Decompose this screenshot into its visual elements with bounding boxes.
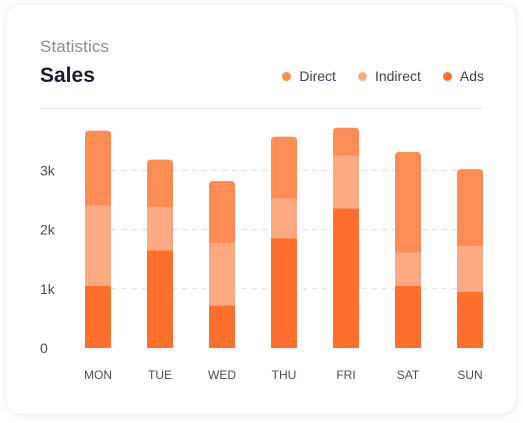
bar-segment-indirect-thu[interactable] [271,198,297,239]
bar-segment-direct-thu[interactable] [271,136,297,199]
bar-segment-ads-mon[interactable] [85,285,111,348]
card-title: Sales [40,64,95,87]
legend-item-indirect[interactable]: Indirect [357,68,421,84]
legend-label-indirect: Indirect [374,68,421,84]
y-tick-label: 1k [40,281,56,297]
bar-segment-ads-sun[interactable] [457,291,483,348]
x-tick-label: FRI [336,368,355,382]
y-tick-label: 0 [40,340,48,356]
card-subtitle: Statistics [40,37,110,56]
bar-segment-indirect-fri[interactable] [333,155,359,209]
legend-dot-indirect [357,71,367,81]
y-tick-label: 2k [40,222,56,238]
legend-item-direct[interactable]: Direct [282,68,336,84]
x-tick-label: TUE [148,368,172,382]
legend-label-direct: Direct [299,68,336,84]
legend-label-ads: Ads [459,68,484,84]
bar-segment-indirect-tue[interactable] [147,207,173,251]
bar-segment-direct-sun[interactable] [457,169,483,247]
bar-segment-indirect-sun[interactable] [457,246,483,292]
bar-segment-ads-fri[interactable] [333,208,359,348]
bars [85,127,483,348]
x-tick-label: THU [272,368,297,382]
x-tick-label: MON [84,368,112,382]
legend-item-ads[interactable]: Ads [442,68,484,84]
bar-segment-indirect-mon[interactable] [85,205,111,286]
legend-dot-ads [442,71,452,81]
x-tick-label: SAT [397,368,420,382]
bar-segment-ads-wed[interactable] [209,305,235,348]
bar-segment-direct-sat[interactable] [395,151,421,253]
bar-segment-direct-tue[interactable] [147,159,173,208]
bar-segment-direct-wed[interactable] [209,180,235,244]
y-axis-ticks: 0 1k 2k 3k [40,162,56,356]
x-tick-label: WED [208,368,236,382]
bar-segment-indirect-sat[interactable] [395,252,421,286]
x-axis-labels: MON TUE WED THU FRI SAT SUN [84,368,483,382]
y-tick-label: 3k [40,162,56,178]
bar-segment-direct-mon[interactable] [85,130,111,206]
bar-segment-indirect-wed[interactable] [209,243,235,306]
header-divider [40,108,482,109]
bar-segment-ads-sat[interactable] [395,285,421,348]
x-tick-label: SUN [457,368,482,382]
grid-lines [112,169,484,290]
chart-legend: Direct Indirect Ads [282,68,484,84]
legend-dot-direct [282,71,292,81]
bar-segment-ads-tue[interactable] [147,250,173,348]
bar-segment-ads-thu[interactable] [271,238,297,348]
bar-segment-direct-fri[interactable] [333,127,359,156]
